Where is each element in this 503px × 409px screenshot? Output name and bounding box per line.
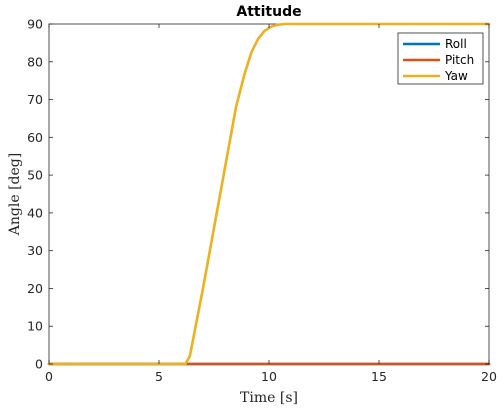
x-tick-label: 20	[481, 369, 497, 384]
legend-label-roll: Roll	[445, 37, 467, 51]
y-tick-label: 50	[27, 168, 43, 183]
legend-label-pitch: Pitch	[445, 53, 474, 67]
x-tick-label: 0	[45, 369, 53, 384]
x-tick-label: 15	[371, 369, 387, 384]
y-tick-label: 10	[27, 319, 43, 334]
chart-title: Attitude	[236, 4, 301, 20]
legend: Roll Pitch Yaw	[397, 32, 484, 85]
y-tick-label: 20	[27, 281, 43, 296]
series-line-yaw	[47, 22, 491, 366]
x-axis-label: Time [s]	[240, 390, 298, 406]
legend-items: Roll Pitch Yaw	[403, 37, 474, 83]
x-tick-label: 5	[155, 369, 163, 384]
y-tick-label: 0	[35, 357, 43, 372]
x-tick-label: 10	[261, 369, 277, 384]
tick-layer: 0 5 10 15 20 0 10 20 30 40 50 60 70 80 90	[27, 17, 497, 385]
y-tick-label: 60	[27, 130, 43, 145]
y-tick-label: 70	[27, 92, 43, 107]
y-axis-label: Angle [deg]	[7, 153, 23, 236]
y-tick-label: 80	[27, 54, 43, 69]
legend-label-yaw: Yaw	[444, 69, 468, 83]
y-tick-label: 40	[27, 205, 43, 220]
y-tick-label: 30	[27, 243, 43, 258]
y-tick-label: 90	[27, 17, 43, 32]
